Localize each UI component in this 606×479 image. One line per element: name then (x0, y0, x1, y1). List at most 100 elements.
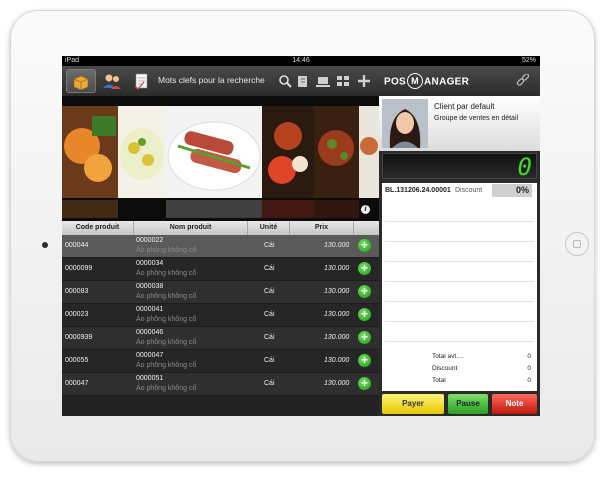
total-label: Total avt.... (432, 353, 464, 360)
table-row[interactable]: 000023 0000041 Áo phông không cổ Cái 130… (62, 304, 379, 327)
discount-row: Discount 0 (432, 365, 533, 372)
add-to-cart-icon[interactable]: + (358, 285, 371, 298)
add-to-cart-icon[interactable]: + (358, 354, 371, 367)
note-button[interactable]: Note (492, 394, 537, 414)
product-name: 0000046 (136, 329, 164, 336)
client-name: Client par default (434, 102, 495, 111)
products-tab[interactable] (66, 69, 96, 93)
add-to-cart-icon[interactable]: + (358, 377, 371, 390)
battery-level: 52% (521, 57, 536, 64)
pay-button[interactable]: Payer (382, 394, 444, 414)
product-price: 130.000 (324, 311, 350, 318)
table-row[interactable]: 0000939 0000046 Áo phông không cổ Cái 13… (62, 327, 379, 350)
pause-button[interactable]: Pause (448, 394, 488, 414)
box-icon (73, 75, 89, 91)
add-to-cart-icon[interactable]: + (358, 262, 371, 275)
home-button[interactable] (565, 232, 589, 256)
order-ticket: BL.131206.24.00001 Discount 0% Total avt… (382, 183, 537, 391)
product-description: Áo phông không cổ (136, 270, 197, 277)
customers-tab[interactable] (97, 69, 127, 93)
carrier-label: iPad (65, 57, 80, 64)
product-description: Áo phông không cổ (136, 385, 197, 392)
info-icon[interactable]: i (361, 205, 370, 214)
laptop-icon[interactable] (316, 74, 330, 88)
food-thumbnail[interactable] (314, 106, 359, 198)
action-bar: Payer Pause Note (382, 394, 537, 414)
add-to-cart-icon[interactable]: + (358, 308, 371, 321)
front-camera (42, 242, 48, 248)
table-row[interactable]: 0000099 0000034 Áo phông không cổ Cái 13… (62, 258, 379, 281)
add-to-cart-icon[interactable]: + (358, 331, 371, 344)
product-table-body: 000044 0000022 Áo phông không cổ Cái 130… (62, 235, 379, 396)
ticket-divider (385, 321, 534, 322)
product-price: 130.000 (324, 334, 350, 341)
table-row[interactable]: 000047 0000051 Áo phông không cổ Cái 130… (62, 373, 379, 396)
product-price: 130.000 (324, 242, 350, 249)
plus-icon[interactable] (357, 74, 371, 88)
food-thumbnail[interactable] (62, 106, 118, 198)
product-code: 000083 (65, 288, 89, 295)
users-icon (103, 74, 121, 89)
table-row[interactable]: 000055 0000047 Áo phông không cổ Cái 130… (62, 350, 379, 373)
product-name: 0000041 (136, 306, 164, 313)
item-counter: 0 (382, 153, 537, 181)
product-unit: Cái (264, 311, 275, 318)
column-header-unit[interactable]: Unité (248, 221, 290, 235)
food-thumbnail[interactable] (118, 106, 166, 198)
product-name: 0000047 (136, 352, 164, 359)
product-code: 000023 (65, 311, 89, 318)
food-thumbnail[interactable] (262, 106, 314, 198)
product-table-header: Code produit Nom produit Unité Prix (62, 221, 379, 235)
pos-app-screen: iPad 14:46 52% (62, 56, 540, 416)
food-thumbnail[interactable] (166, 106, 262, 198)
product-code: 0000939 (65, 334, 93, 341)
ticket-divider (385, 301, 534, 302)
product-code: 000047 (65, 380, 89, 387)
document-icon (134, 73, 148, 90)
product-code: 000044 (65, 242, 89, 249)
search-input[interactable]: Mots clefs pour la recherche (158, 75, 265, 85)
grid-view-icon[interactable] (336, 74, 350, 88)
discount-label: Discount (455, 187, 483, 194)
scanner-icon[interactable] (296, 74, 310, 88)
grand-total-row: Total 0 (432, 377, 533, 384)
product-price: 130.000 (324, 265, 350, 272)
catalog-panel: Mots clefs pour la recherche (62, 66, 379, 416)
catalog-toolbar: Mots clefs pour la recherche (62, 66, 379, 96)
status-bar: iPad 14:46 52% (62, 56, 540, 66)
column-header-add (354, 221, 379, 235)
ticket-divider (385, 281, 534, 282)
client-card[interactable]: Client par default Groupe de ventes en d… (379, 96, 540, 151)
table-row[interactable]: 000044 0000022 Áo phông không cổ Cái 130… (62, 235, 379, 258)
product-description: Áo phông không cổ (136, 247, 197, 254)
link-icon[interactable] (516, 74, 530, 88)
counter-value: 0 (517, 153, 532, 181)
gallery-reflection (62, 200, 359, 218)
product-unit: Cái (264, 242, 275, 249)
add-to-cart-icon[interactable]: + (358, 239, 371, 252)
product-description: Áo phông không cổ (136, 362, 197, 369)
column-header-name[interactable]: Nom produit (134, 221, 248, 235)
product-description: Áo phông không cổ (136, 316, 197, 323)
product-unit: Cái (264, 357, 275, 364)
column-header-code[interactable]: Code produit (62, 221, 134, 235)
column-header-price[interactable]: Prix (290, 221, 354, 235)
clock: 14:46 (292, 57, 310, 64)
total-value: 0 (527, 377, 531, 384)
total-label: Total (432, 377, 446, 384)
product-gallery[interactable]: i (62, 96, 379, 221)
brand-header: POS M ANAGER (379, 66, 540, 96)
ticket-divider (385, 261, 534, 262)
orders-tab[interactable] (126, 69, 156, 93)
discount-percent[interactable]: 0% (492, 184, 532, 197)
product-code: 0000099 (65, 265, 93, 272)
product-unit: Cái (264, 334, 275, 341)
total-value: 0 (527, 365, 531, 372)
product-code: 000055 (65, 357, 89, 364)
food-thumbnail[interactable] (359, 106, 379, 198)
table-row[interactable]: 000083 0000038 Áo phông không cổ Cái 130… (62, 281, 379, 304)
ticket-divider (385, 341, 534, 342)
product-name: 0000034 (136, 260, 164, 267)
search-icon[interactable] (278, 74, 292, 88)
product-name: 0000051 (136, 375, 164, 382)
